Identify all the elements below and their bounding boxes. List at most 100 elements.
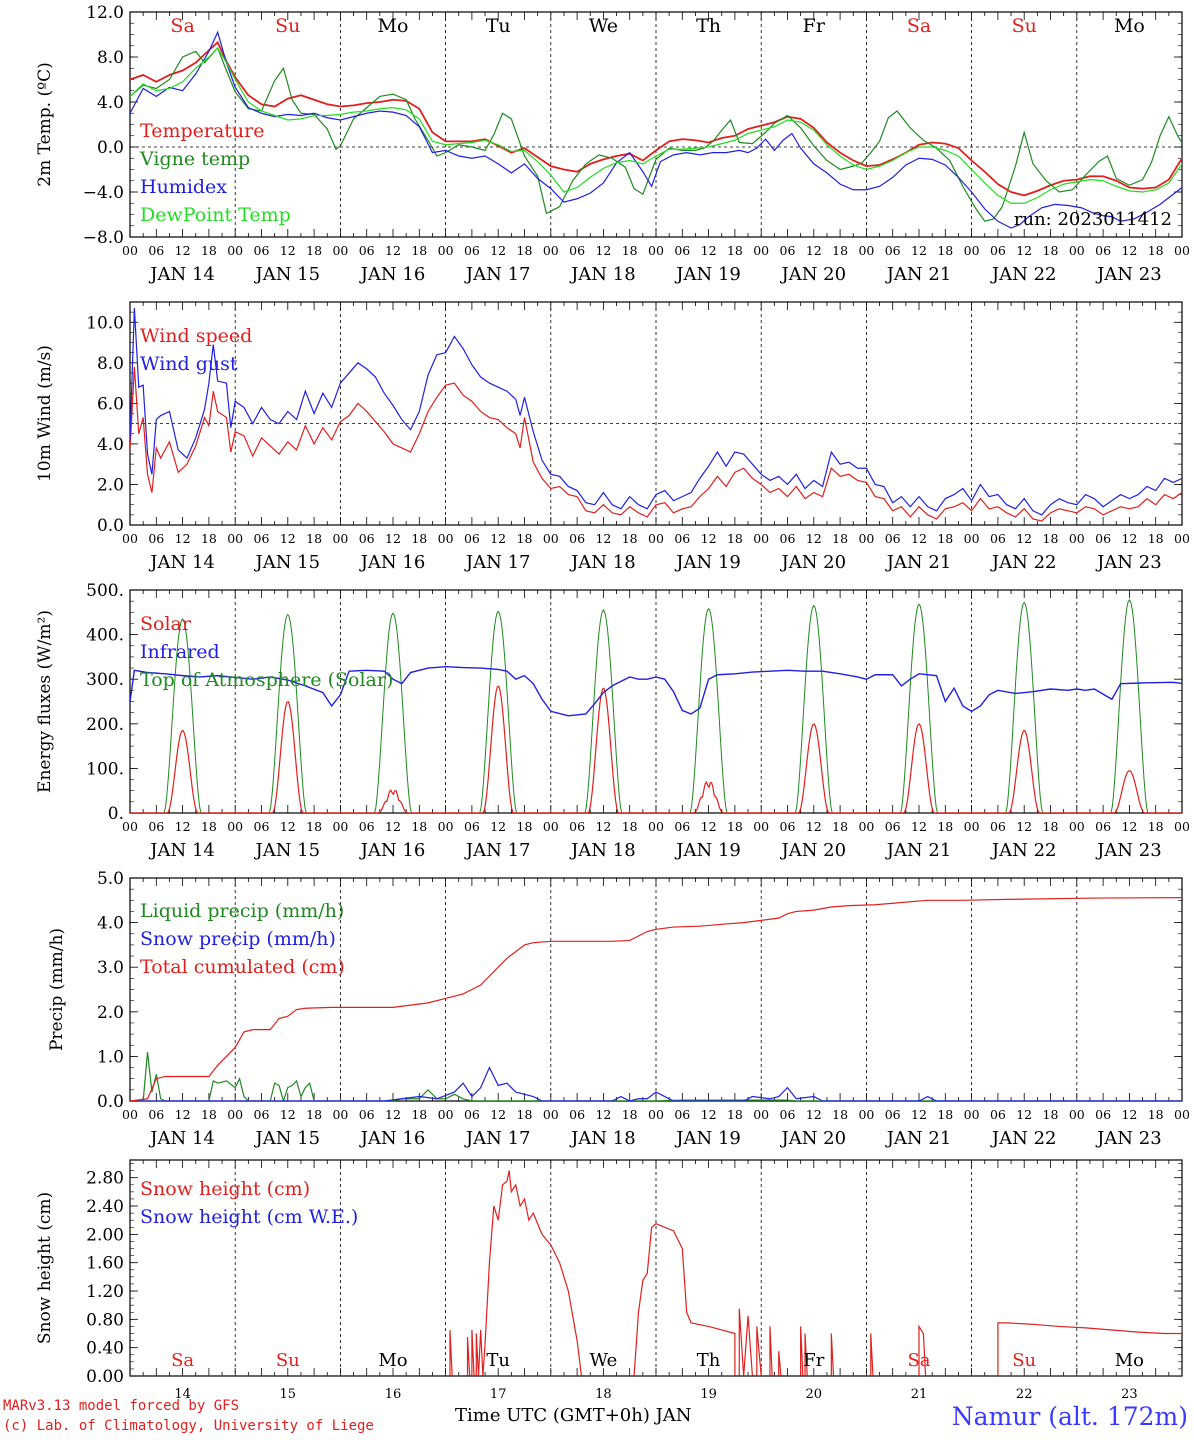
x-hour-label: 00	[1069, 243, 1085, 258]
x-hour-label: 00	[332, 243, 348, 258]
x-day-label: JAN 21	[885, 840, 952, 861]
panel-1: 12.0 8.0 4.0 0.0 −4.0 −8.0 2m Temp. (ºC) 00 06 12…	[35, 3, 1190, 285]
x-hour-label: 18	[1148, 819, 1164, 834]
x-hour-label: 18	[201, 243, 217, 258]
x-hour-label: 12	[806, 1107, 822, 1122]
x-hour-label: 18	[1043, 243, 1059, 258]
x-hour-label: 06	[990, 531, 1006, 546]
weekday-label: Su	[1012, 15, 1037, 37]
x-hour-label: 12	[175, 531, 191, 546]
x-hour-label: 12	[280, 819, 296, 834]
x-hour-label: 00	[858, 1107, 874, 1122]
x-hour-label: 12	[911, 531, 927, 546]
series-line-dewpoint-temp	[130, 47, 1182, 204]
x-hour-label: 12	[806, 243, 822, 258]
x-hour-label: 12	[1121, 243, 1137, 258]
x-hour-label: 12	[806, 531, 822, 546]
x-hour-label: 06	[148, 819, 164, 834]
x-hour-label: 18	[306, 243, 322, 258]
x-day-label: JAN 18	[569, 1128, 636, 1149]
station-name: Namur (alt. 172m)	[951, 1402, 1188, 1431]
x-day-label: JAN 16	[359, 840, 426, 861]
x-hour-label: 00	[438, 819, 454, 834]
x-hour-label: 00	[332, 819, 348, 834]
x-day-label: JAN 15	[254, 1128, 321, 1149]
x-hour-label: 12	[595, 243, 611, 258]
y-tick-label: −8.0	[83, 228, 124, 248]
plot-area	[130, 30, 1182, 229]
x-hour-label: 18	[727, 243, 743, 258]
x-day-label: JAN 16	[359, 264, 426, 285]
x-hour-label: 00	[122, 531, 138, 546]
x-hour-label: 00	[543, 1107, 559, 1122]
x-hour-label: 18	[517, 1107, 533, 1122]
x-hour-label: 18	[1148, 243, 1164, 258]
x-hour-label: 18	[306, 1107, 322, 1122]
x-day-label: JAN 17	[464, 264, 531, 285]
x-hour-label: 06	[780, 243, 796, 258]
y-tick-label: 300.	[86, 670, 124, 690]
series-line-vigne-temp	[130, 46, 1182, 222]
legend-entry: Liquid precip (mm/h)	[140, 900, 344, 922]
x-hour-label: 06	[990, 819, 1006, 834]
y-tick-label: 0.0	[97, 1092, 124, 1112]
x-hour-label: 00	[648, 243, 664, 258]
x-hour-label: 06	[885, 243, 901, 258]
series-line-wind-speed	[130, 366, 1182, 522]
weekday-label: We	[589, 15, 618, 37]
day-number-label: 22	[1016, 1387, 1033, 1402]
x-hour-label: 00	[227, 531, 243, 546]
x-day-label: JAN 17	[464, 552, 531, 573]
x-hour-label: 06	[569, 1107, 585, 1122]
infrared-line	[130, 666, 1182, 717]
weekday-label-bottom: Sa	[171, 1350, 194, 1371]
y-tick-label: 2.0	[97, 475, 124, 495]
x-hour-label: 06	[254, 819, 270, 834]
x-hour-label: 06	[674, 1107, 690, 1122]
x-hour-label: 18	[832, 819, 848, 834]
x-hour-label: 00	[753, 1107, 769, 1122]
x-hour-label: 18	[411, 531, 427, 546]
day-number-label: 19	[700, 1387, 717, 1402]
solar-line	[130, 685, 1182, 813]
x-hour-label: 12	[1121, 1107, 1137, 1122]
x-hour-label: 06	[464, 243, 480, 258]
x-hour-label: 00	[122, 819, 138, 834]
x-day-label: JAN 23	[1095, 264, 1162, 285]
x-day-label: JAN 20	[780, 264, 847, 285]
x-hour-label: 12	[385, 819, 401, 834]
y-axis-label: Energy fluxes (W/m²)	[35, 610, 55, 793]
x-hour-label: 18	[306, 531, 322, 546]
x-hour-label: 00	[332, 1107, 348, 1122]
x-hour-label: 00	[964, 531, 980, 546]
x-day-label: JAN 14	[148, 552, 215, 573]
legend-entry: Vigne temp	[139, 148, 250, 170]
x-hour-label: 18	[622, 819, 638, 834]
x-hour-label: 18	[411, 819, 427, 834]
y-tick-label: 100.	[86, 759, 124, 779]
weekday-label: Su	[275, 15, 300, 37]
y-tick-label: 1.20	[86, 1282, 124, 1302]
x-hour-label: 00	[438, 1107, 454, 1122]
x-hour-label: 06	[359, 1107, 375, 1122]
day-number-label: 20	[806, 1387, 823, 1402]
x-hour-label: 12	[1016, 531, 1032, 546]
toa-solar-line	[130, 598, 1182, 813]
x-hour-label: 00	[122, 1107, 138, 1122]
x-hour-label: 06	[885, 819, 901, 834]
plot-area	[130, 598, 1182, 813]
x-day-label: JAN 15	[254, 552, 321, 573]
x-hour-label: 00	[753, 243, 769, 258]
x-hour-label: 00	[1069, 531, 1085, 546]
x-hour-label: 00	[964, 819, 980, 834]
series-line-humidex	[130, 30, 1182, 229]
x-hour-label: 06	[464, 819, 480, 834]
x-day-label: JAN 18	[569, 264, 636, 285]
x-hour-label: 12	[595, 819, 611, 834]
legend-entry: Wind gust	[140, 353, 238, 375]
x-hour-label: 00	[648, 531, 664, 546]
y-axis-label: 10m Wind (m/s)	[35, 345, 55, 482]
x-hour-label: 12	[385, 243, 401, 258]
x-hour-label: 18	[411, 1107, 427, 1122]
x-day-label: JAN 17	[464, 840, 531, 861]
